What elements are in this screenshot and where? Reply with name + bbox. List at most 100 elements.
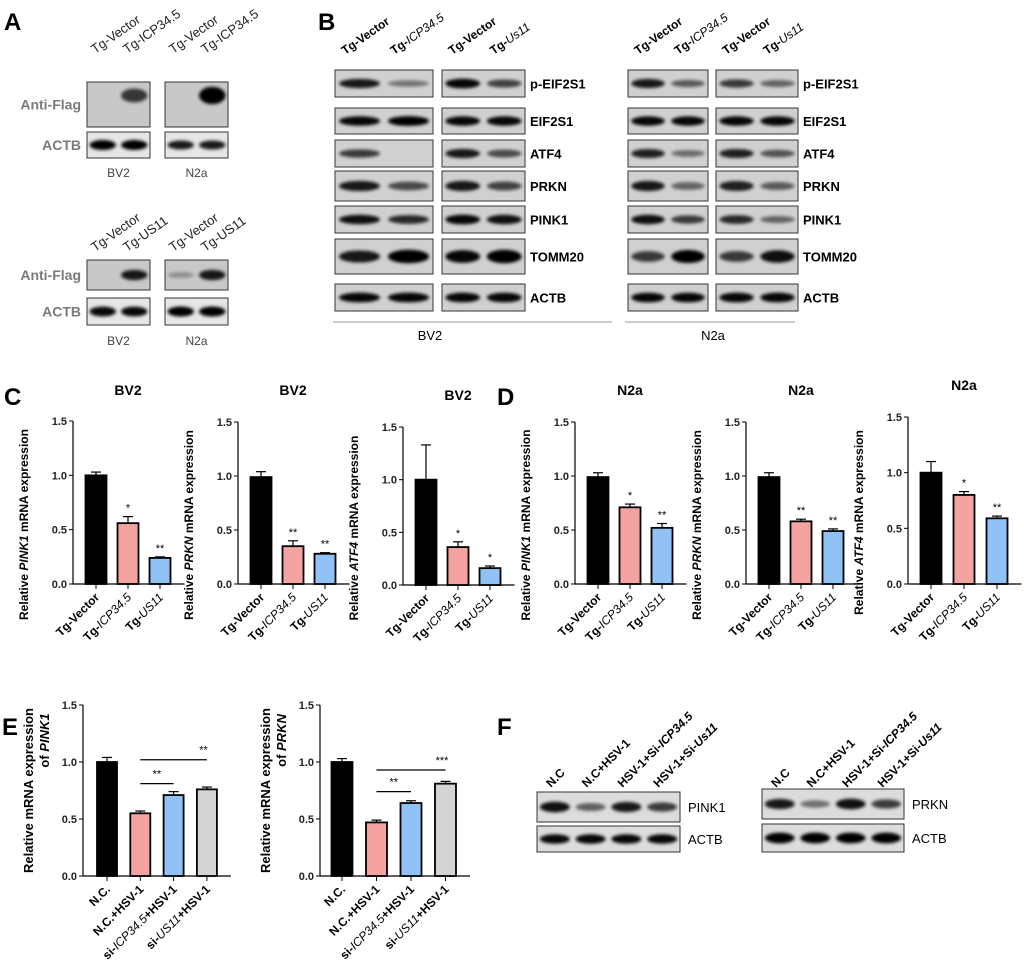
blot	[441, 205, 526, 234]
y-tick-label: 1.5	[554, 417, 569, 429]
y-tick-label: 1.5	[887, 412, 902, 424]
y-tick-label: 1.0	[52, 470, 67, 482]
protein-band	[199, 140, 226, 150]
protein-band	[760, 181, 795, 191]
protein-band	[486, 181, 522, 191]
row-label: p-EIF2S1	[530, 77, 586, 92]
protein-band	[760, 292, 795, 303]
protein-band	[760, 149, 795, 158]
protein-band	[835, 798, 866, 810]
label-part: +HSV-1	[174, 882, 214, 922]
y-tick-label: 1.0	[887, 468, 902, 480]
panel-letter: C	[4, 384, 21, 411]
panel-letter: A	[4, 9, 21, 36]
label-part: mRNA expression	[347, 436, 361, 542]
row-label: p-EIF2S1	[803, 77, 859, 92]
row-label: ACTB	[42, 304, 81, 320]
protein-band	[671, 182, 705, 190]
blot	[761, 823, 905, 853]
y-tick-label: 0.0	[52, 579, 67, 591]
protein-band	[575, 802, 606, 812]
label-part: +HSV-1	[412, 882, 452, 922]
y-axis-label: of PINK1	[37, 713, 52, 767]
y-tick-label: 0.0	[299, 871, 314, 883]
protein-band	[835, 832, 866, 844]
label-part: Relative	[182, 570, 196, 619]
panel-a: Tg-VectorTg-ICP34.5BV2Tg-VectorTg-ICP34.…	[20, 6, 261, 348]
protein-band	[486, 79, 522, 88]
label-italic-part: US11	[809, 590, 840, 621]
protein-band	[671, 292, 705, 303]
blot	[86, 131, 151, 159]
protein-band	[486, 249, 522, 264]
protein-band	[445, 180, 481, 192]
blot	[536, 825, 681, 853]
y-tick-label: 0.5	[217, 525, 232, 537]
bar	[985, 517, 1009, 585]
blot	[627, 170, 709, 202]
cell-line-label: BV2	[418, 328, 443, 343]
panel-letters: A B C D E F	[2, 9, 514, 741]
protein-band	[167, 271, 194, 279]
blot	[627, 238, 709, 275]
row-label: ACTB	[688, 832, 723, 847]
protein-band	[167, 140, 194, 150]
chart-title: N2a	[951, 377, 977, 393]
label-part: of	[274, 751, 289, 767]
panel-letter: E	[2, 714, 18, 741]
label-italic-part: PRKN	[274, 714, 289, 751]
protein-band	[671, 249, 705, 264]
protein-band	[338, 214, 381, 225]
protein-band	[387, 249, 430, 264]
bar	[162, 794, 185, 877]
protein-band	[631, 292, 665, 303]
protein-band	[760, 116, 795, 126]
bar	[586, 476, 610, 585]
protein-band	[89, 140, 116, 150]
chart-title: BV2	[279, 382, 306, 398]
blot	[334, 238, 434, 275]
row-label: ACTB	[42, 137, 81, 153]
protein-band	[539, 801, 570, 813]
y-axis-label: Relative mRNA expression	[258, 708, 273, 873]
y-tick-label: 0.0	[382, 580, 397, 592]
protein-band	[647, 802, 678, 812]
blot	[164, 81, 229, 128]
y-axis-label: Relative ATF4 mRNA expression	[852, 430, 866, 615]
protein-band	[338, 250, 381, 263]
blot	[164, 259, 229, 291]
protein-band	[760, 216, 795, 223]
protein-band	[445, 116, 481, 126]
blot	[441, 170, 526, 202]
row-label: TOMM20	[803, 250, 857, 265]
protein-band	[631, 214, 665, 225]
blot	[86, 259, 151, 291]
y-tick-label: 1.5	[382, 422, 397, 434]
protein-band	[338, 292, 381, 303]
row-label: PINK1	[803, 213, 841, 228]
bar	[434, 782, 457, 877]
y-tick-label: 1.0	[725, 471, 740, 483]
cell-line-label: N2a	[701, 328, 726, 343]
protein-band	[871, 799, 902, 809]
blot	[441, 107, 526, 135]
label-part: mRNA expression	[852, 430, 866, 536]
blot	[441, 139, 526, 168]
lane-label: Tg-ICP34.5	[388, 10, 447, 57]
blot	[715, 69, 799, 98]
protein-band	[800, 832, 831, 844]
blot	[627, 107, 709, 135]
y-tick-label: 1.5	[299, 700, 314, 712]
label-italic-part: Us11	[915, 720, 945, 750]
bar	[446, 546, 470, 586]
y-axis-label: Relative PRKN mRNA expression	[690, 430, 704, 620]
y-axis-label: Relative ATF4 mRNA expression	[347, 436, 361, 621]
protein-band	[89, 306, 116, 317]
y-axis-label: Relative PRKN mRNA expression	[182, 430, 196, 620]
label-italic-part: PINK1	[37, 713, 52, 751]
blot	[536, 791, 681, 823]
protein-band	[338, 180, 381, 192]
protein-band	[167, 306, 194, 317]
blot	[334, 107, 434, 135]
row-label: PRKN	[912, 797, 948, 812]
